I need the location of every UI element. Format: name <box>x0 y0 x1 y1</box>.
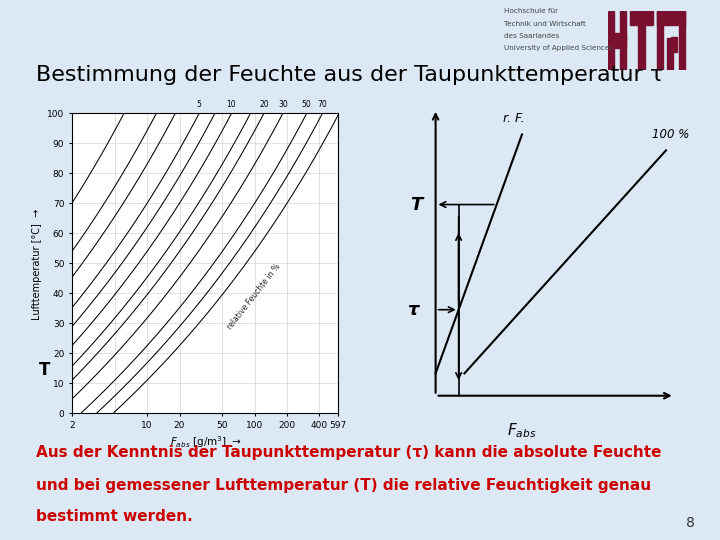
Text: T: T <box>39 361 50 379</box>
Text: r. F.: r. F. <box>503 112 524 125</box>
Text: 8: 8 <box>686 516 695 530</box>
Bar <box>639 11 644 70</box>
Text: Technik und Wirtschaft: Technik und Wirtschaft <box>504 21 586 26</box>
Text: Bestimmung der Feuchte aus der Taupunkttemperatur τ: Bestimmung der Feuchte aus der Taupunktt… <box>36 65 663 85</box>
Bar <box>631 11 652 25</box>
Text: und bei gemessener Lufttemperatur (T) die relative Feuchtigkeit genau: und bei gemessener Lufttemperatur (T) di… <box>36 478 651 493</box>
Text: $\mathit{F}_{abs}$: $\mathit{F}_{abs}$ <box>508 421 536 440</box>
Text: 70: 70 <box>318 100 328 109</box>
Text: 100 %: 100 % <box>652 128 689 141</box>
Text: 5: 5 <box>197 100 202 109</box>
Text: 10: 10 <box>227 100 236 109</box>
Text: bestimmt werden.: bestimmt werden. <box>36 509 193 524</box>
Text: Hochschule für: Hochschule für <box>504 8 558 14</box>
Text: relative Feuchte in %: relative Feuchte in % <box>225 262 282 331</box>
Bar <box>667 37 672 70</box>
Text: 20: 20 <box>259 100 269 109</box>
Text: 50: 50 <box>302 100 312 109</box>
Text: des Saarlandes: des Saarlandes <box>504 33 559 39</box>
Text: Aus der Kenntnis der Taupunkttemperatur (τ) kann die absolute Feuchte: Aus der Kenntnis der Taupunkttemperatur … <box>36 446 662 461</box>
Bar <box>671 37 678 52</box>
Bar <box>608 11 614 70</box>
Bar <box>620 11 626 70</box>
Text: τ: τ <box>407 301 418 319</box>
Text: T: T <box>410 195 422 213</box>
X-axis label: $F_{abs}\ [\mathrm{g/m^3}]\ \rightarrow$: $F_{abs}\ [\mathrm{g/m^3}]\ \rightarrow$ <box>169 434 241 450</box>
Text: Lufttemperatur [°C]  →: Lufttemperatur [°C] → <box>32 209 42 320</box>
Text: University of Applied Sciences: University of Applied Sciences <box>504 45 613 51</box>
Bar <box>657 11 663 70</box>
Bar <box>608 33 626 48</box>
Bar <box>679 11 685 70</box>
Bar <box>657 11 685 25</box>
Text: 30: 30 <box>278 100 288 109</box>
